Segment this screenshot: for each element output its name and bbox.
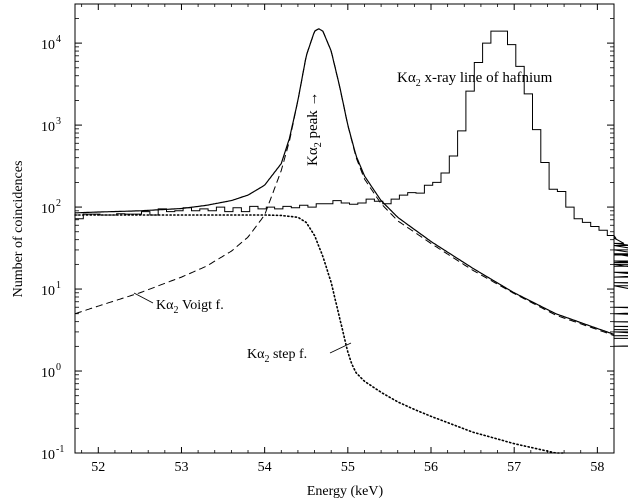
line-title-alpha: α	[408, 70, 416, 86]
line-title-k: K	[397, 70, 408, 86]
line-title-sub: 2	[416, 78, 421, 89]
peak-sub: 2	[313, 142, 324, 147]
annotation-step: Kα2 step f.	[247, 347, 307, 365]
plot-frame	[74, 3, 615, 454]
y-tick-exponent: -1	[56, 444, 64, 455]
x-tick-label: 52	[91, 460, 105, 475]
step-alpha: α	[257, 347, 265, 362]
y-tick-exponent: 2	[56, 198, 61, 209]
peak-k: K	[305, 155, 321, 166]
step-rest: step f.	[269, 347, 307, 362]
x-axis-label: Energy (keV)	[307, 484, 384, 499]
y-tick-label: 10	[41, 38, 55, 53]
peak-rest: peak →	[305, 91, 321, 142]
x-tick-label: 58	[590, 460, 604, 475]
x-tick-label: 57	[507, 460, 521, 475]
y-tick-label: 10	[41, 120, 55, 135]
x-tick-label: 53	[174, 460, 188, 475]
x-tick-label: 56	[424, 460, 438, 475]
x-tick-label: 54	[258, 460, 272, 475]
histogram-series	[75, 30, 628, 347]
x-tick-label: 55	[341, 460, 355, 475]
series-dashed-line	[74, 28, 615, 337]
y-tick-label: 10	[41, 448, 55, 463]
peak-alpha: α	[305, 147, 321, 155]
annotation-voigt: Kα2 Voigt f.	[156, 298, 224, 316]
step-leader	[329, 342, 352, 354]
series-group	[74, 28, 628, 454]
y-tick-exponent: 4	[56, 34, 61, 45]
step-k: K	[247, 347, 257, 362]
step-sub: 2	[264, 354, 269, 365]
y-tick-exponent: 0	[56, 362, 61, 373]
y-tick-label: 10	[41, 284, 55, 299]
voigt-k: K	[156, 298, 166, 313]
y-axis-label: Number of coincidences	[11, 161, 26, 298]
voigt-sub: 2	[173, 305, 178, 316]
y-tick-label: 10	[41, 366, 55, 381]
y-tick-exponent: 3	[56, 116, 61, 127]
voigt-alpha: α	[166, 298, 174, 313]
y-tick-exponent: 1	[56, 280, 61, 291]
series-dotted-line	[74, 214, 565, 454]
line-title-rest: x-ray line of hafnium	[421, 70, 553, 86]
y-tick-label: 10	[41, 202, 55, 217]
annotation-peak: Kα2 peak →	[305, 91, 324, 166]
voigt-rest: Voigt f.	[178, 298, 223, 313]
annotation-line-title: Kα2 x-ray line of hafnium	[397, 70, 553, 89]
voigt-leader	[133, 292, 154, 304]
